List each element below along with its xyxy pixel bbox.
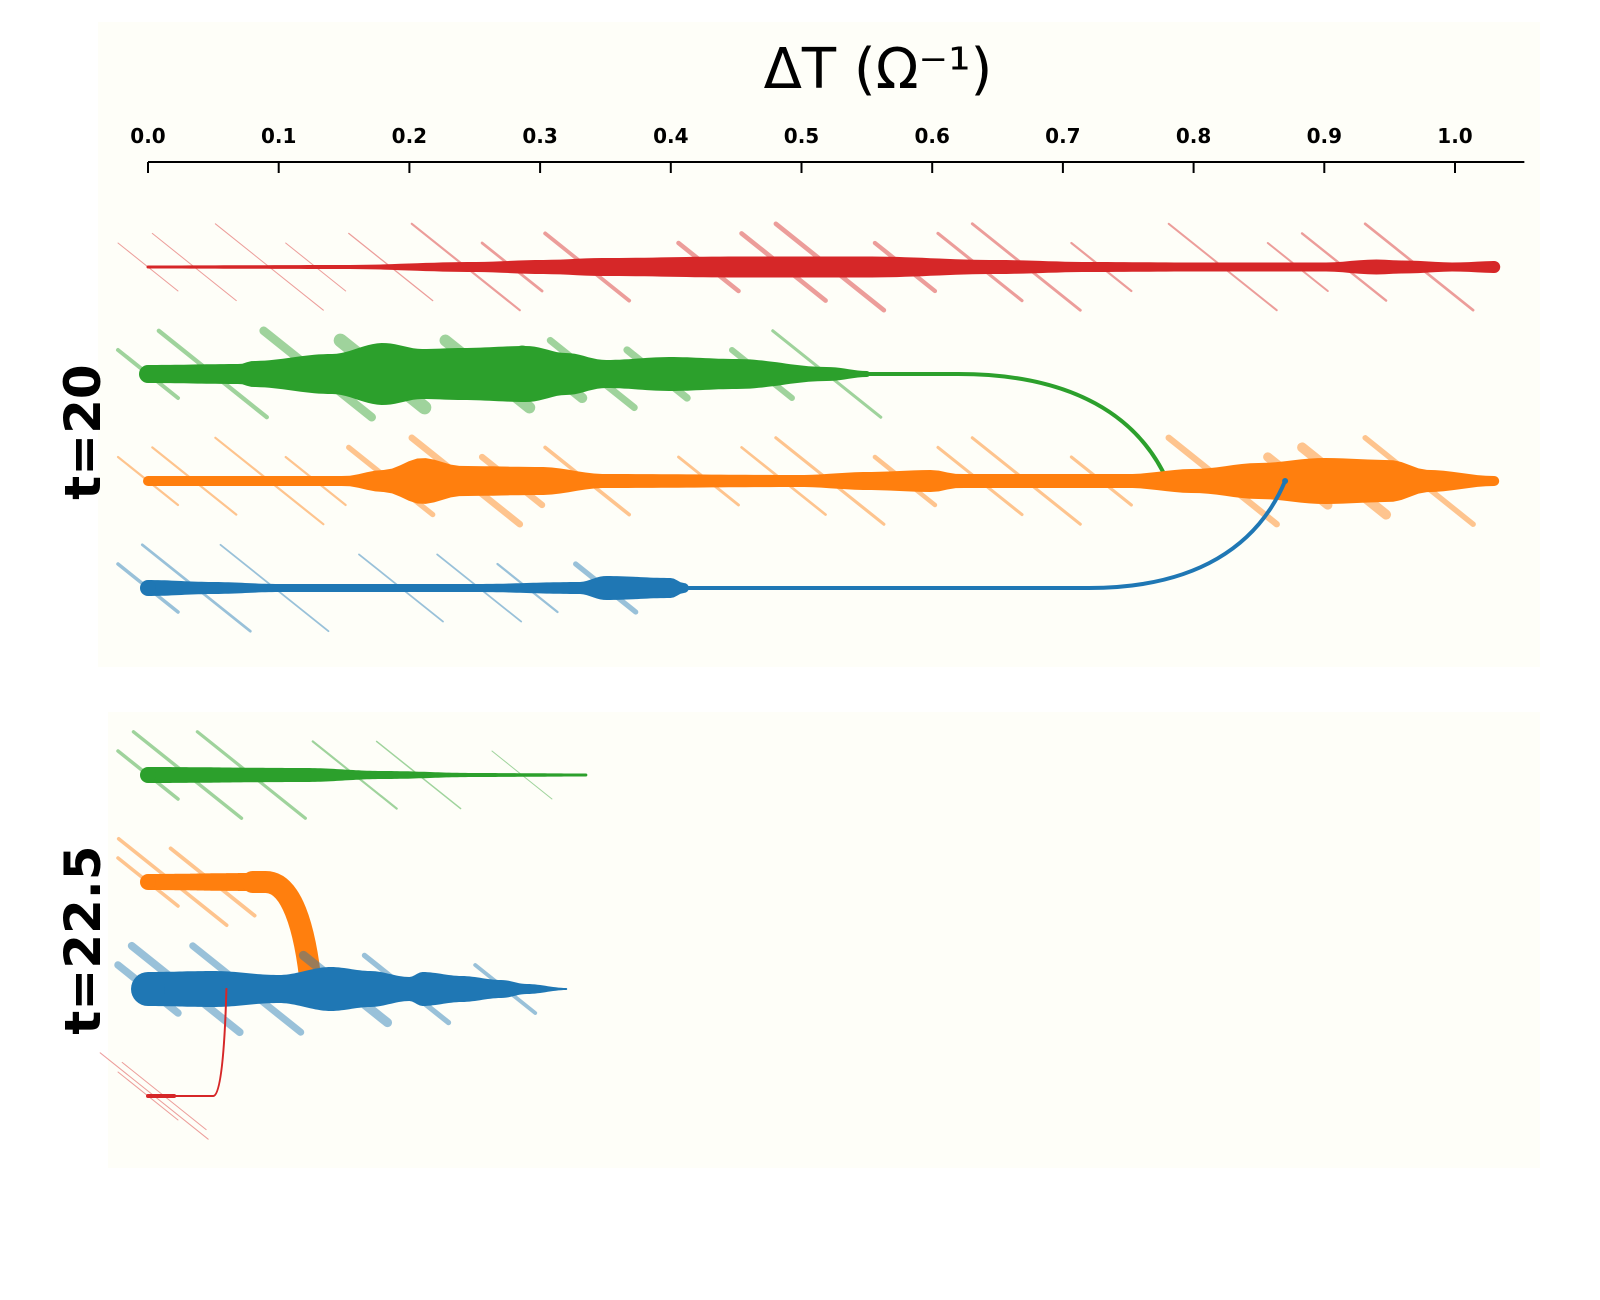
track-end-cap <box>584 773 588 777</box>
x-tick-label: 0.7 <box>1045 124 1080 148</box>
panel-label-t22-5: t=22.5 <box>54 845 112 1034</box>
x-tick-label: 0.3 <box>522 124 557 148</box>
track-red <box>117 221 1501 313</box>
track-start-cap <box>140 874 156 890</box>
merge-end-cap <box>225 988 228 990</box>
track-body <box>148 343 867 405</box>
track-start-cap <box>131 972 165 1006</box>
track-body <box>148 1094 175 1098</box>
track-end-cap <box>565 988 568 990</box>
x-tick-label: 0.8 <box>1176 124 1211 148</box>
track-start-cap <box>140 580 156 596</box>
track-body <box>148 967 567 1011</box>
x-tick-label: 0.9 <box>1307 124 1342 148</box>
track-start-cap <box>146 265 150 269</box>
track-green <box>116 326 1174 487</box>
panel-background-2 <box>108 712 1540 1168</box>
panel-1 <box>116 221 1501 633</box>
x-tick-label: 0.0 <box>130 124 165 148</box>
track-body <box>148 576 684 600</box>
track-body <box>148 458 1495 504</box>
track-body <box>148 873 253 891</box>
track-body <box>148 256 1495 278</box>
track-green <box>116 730 588 820</box>
track-blue <box>116 478 1289 633</box>
x-tick-label: 0.5 <box>784 124 819 148</box>
track-orange <box>116 434 1500 528</box>
x-tick-label: 0.6 <box>914 124 949 148</box>
merge-path <box>681 479 1288 590</box>
x-tick-label: 0.2 <box>392 124 427 148</box>
x-tick-label: 1.0 <box>1437 124 1472 148</box>
panel-background-1 <box>98 22 1540 667</box>
merge-path <box>241 871 323 1000</box>
track-blue <box>114 941 568 1037</box>
merge-end-cap <box>1282 478 1289 484</box>
x-tick-label: 0.4 <box>653 124 688 148</box>
track-body <box>148 767 586 783</box>
merge-path <box>864 372 1170 483</box>
track-start-cap <box>146 1094 150 1098</box>
tracks-layer <box>99 221 1501 1140</box>
track-red <box>99 988 228 1140</box>
track-start-cap <box>139 365 157 383</box>
track-end-cap <box>1488 261 1501 273</box>
track-orange <box>116 837 323 1000</box>
panel-2 <box>99 730 588 1140</box>
panel-label-t20: t=20 <box>54 364 112 499</box>
x-axis-title: ΔT (Ω⁻¹) <box>764 37 993 102</box>
track-end-cap <box>1489 476 1500 486</box>
merge-path <box>173 988 228 1097</box>
x-tick-label: 0.1 <box>261 124 296 148</box>
track-start-cap <box>140 767 156 783</box>
track-start-cap <box>143 476 153 486</box>
x-axis: 0.0 0.1 0.2 0.3 0.4 0.5 0.6 0.7 0.8 0.9 1.0 <box>130 124 1525 173</box>
